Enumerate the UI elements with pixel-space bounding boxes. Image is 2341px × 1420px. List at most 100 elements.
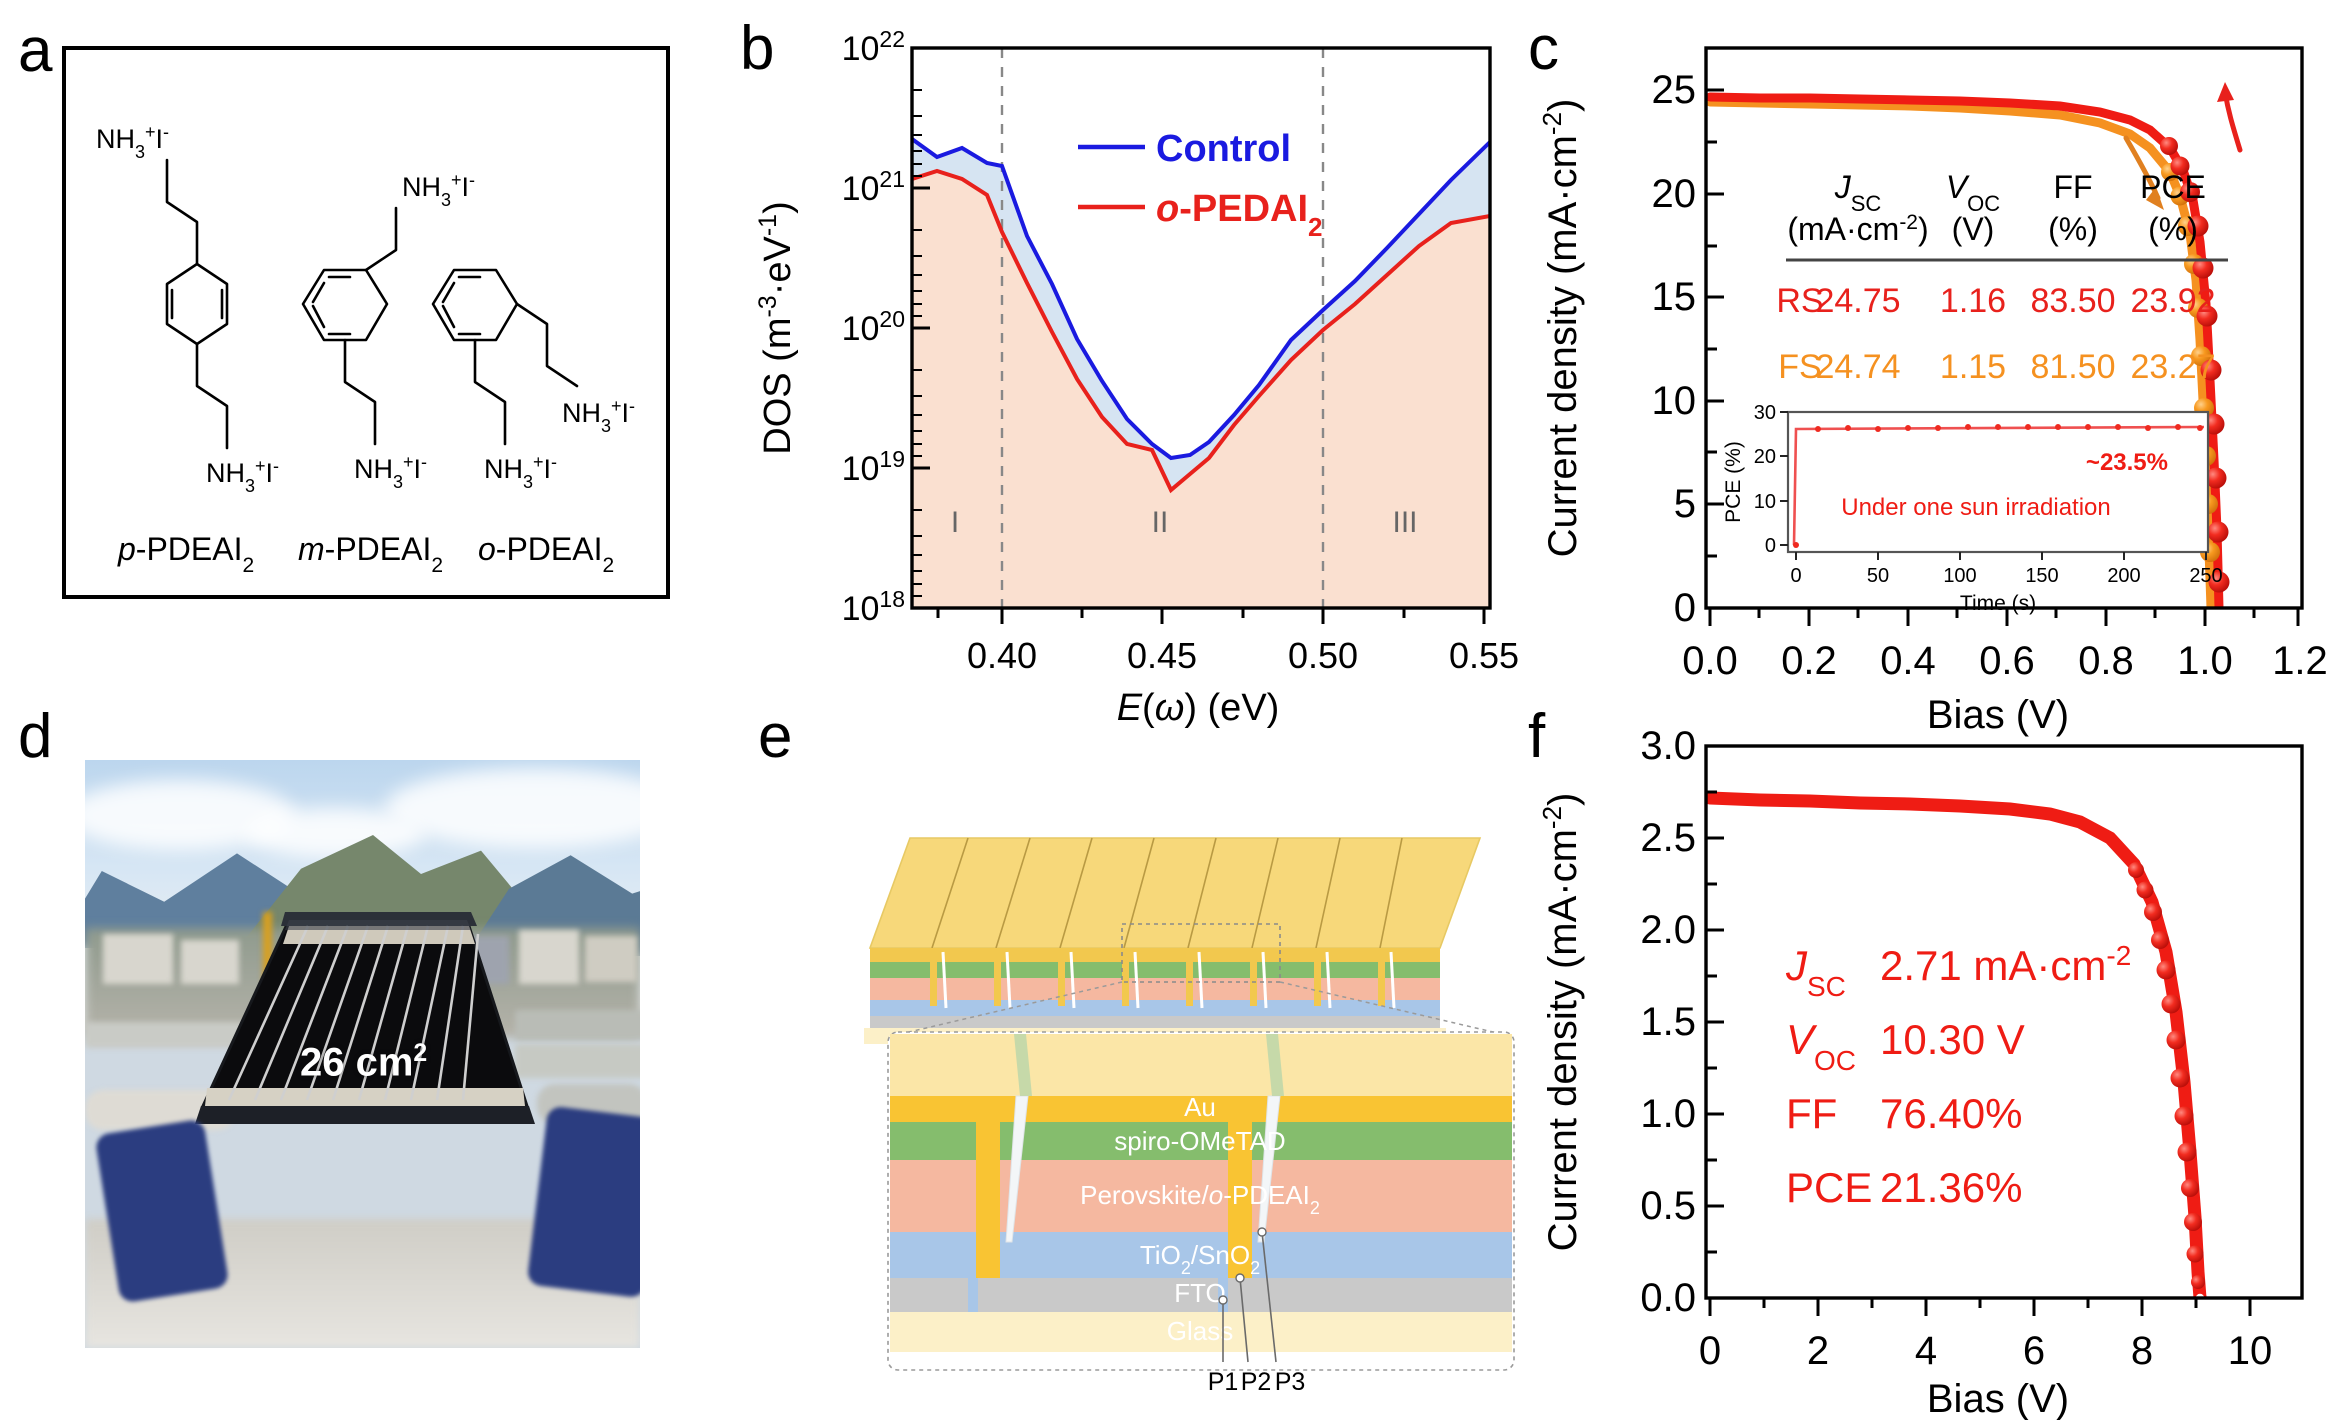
panel-b-label: b [740, 14, 775, 83]
table-row-rs-pce: 23.92 [2130, 282, 2215, 320]
solar-module [195, 912, 535, 1124]
panel-f-x-ticks [1708, 1298, 2252, 1316]
molecule-structures-svg: NH3+I- NH3+I- NH3+I- NH3+I- NH3+I- NH3+I… [96, 122, 635, 577]
panel-b-ytick-1020: 1020 [842, 306, 905, 348]
panel-b-plot-area [912, 48, 1490, 608]
panel-b-region-markers: I II III [951, 506, 1418, 539]
panel-f-chart: 0.0 0.5 1.0 1.5 2.0 2.5 3.0 0 2 4 [1528, 712, 2328, 1420]
opedai2-area-fill [912, 171, 1490, 608]
module-glass-sheen [285, 920, 471, 930]
panel-d-photo: 26 cm2 [85, 760, 640, 1348]
panel-c-ytick-10: 10 [1652, 379, 1697, 423]
panel-c-x-ticks [1708, 608, 2300, 626]
chem-group-label: NH3+I- [96, 122, 169, 162]
table-row-rs-scan: RS [1776, 282, 1823, 320]
chem-group-label: NH3+I- [354, 452, 427, 492]
panel-c-ytick-15: 15 [1652, 275, 1697, 319]
panel-b-y-minor-ticks [912, 89, 922, 597]
region-marker-II: II [1152, 506, 1169, 539]
inset-x-labels: 0 50 100 150 200 250 [1790, 565, 2222, 587]
inset-xaxis-title: Time (s) [1960, 592, 2036, 615]
inset-xtick-200: 200 [2107, 565, 2140, 587]
panel-c-xaxis-title: Bias (V) [1927, 693, 2069, 737]
scribe-pointers [1222, 1231, 1277, 1363]
layer-label-spiro: spiro-OMeTAD [1114, 1126, 1285, 1156]
chem-group-label: NH3+I- [484, 452, 557, 492]
table-unit-voc: (V) [1952, 211, 1995, 247]
scribe-pointer-dots [1218, 1227, 1267, 1305]
inset-y-labels: 30 20 10 0 [1754, 402, 1776, 557]
photo-cloud [245, 808, 425, 858]
module-bottom-edge [195, 1106, 535, 1124]
table-head-pce: PCE [2140, 169, 2206, 205]
panel-f-ytick-00: 0.0 [1640, 1276, 1696, 1320]
region-marker-III: III [1392, 506, 1417, 539]
scribe-label-p2: P2 [1241, 1368, 1272, 1396]
panel-b-xtick-040: 0.40 [967, 635, 1037, 676]
region-marker-I: I [951, 506, 959, 539]
panel-c-xtick-12: 1.2 [2272, 639, 2328, 683]
control-curve [912, 137, 1490, 461]
panel-f-yaxis-title: Current density (mA·cm-2) [1537, 793, 1585, 1252]
panel-f-ytick-05: 0.5 [1640, 1184, 1696, 1228]
module-fto-edge [870, 1016, 1440, 1028]
table-head-jsc: JSC [1834, 169, 1882, 216]
inset-efficiency-annotation: ~23.5% [2086, 449, 2168, 476]
stat-key-pce: PCE [1786, 1164, 1872, 1211]
photo-building [181, 940, 239, 984]
module-jv-markers [2128, 862, 2207, 1298]
molecule-o-pdeai2 [431, 268, 579, 446]
inset-xtick-250: 250 [2189, 565, 2222, 587]
panel-f-y-ticks [1706, 744, 1724, 1300]
panel-c-xtick-04: 0.4 [1880, 639, 1936, 683]
table-row-rs-ff: 83.50 [2030, 282, 2115, 320]
inset-frame [1786, 410, 2210, 554]
panel-f-xtick-0: 0 [1699, 1329, 1721, 1373]
scribe-labels: P1 P2 P3 [1208, 1368, 1306, 1396]
panel-c-frame [1704, 46, 2304, 610]
panel-e-schematic: Au spiro-OMeTAD Perovskite/o-PDEAI2 TiO2… [780, 712, 1540, 1412]
molecule-name-p: p-PDEAI2 [117, 531, 254, 577]
inset-ytick-30: 30 [1754, 402, 1776, 424]
inset-yaxis-title: PCE (%) [1722, 441, 1745, 523]
panel-b-xtick-045: 0.45 [1127, 635, 1197, 676]
module-spiro-edge [870, 962, 1440, 978]
panel-f-xtick-4: 4 [1915, 1329, 1937, 1373]
scribe-p2 [1228, 1096, 1252, 1278]
table-row-fs-voc: 1.15 [1940, 348, 2006, 386]
layer-glass [890, 1312, 1512, 1352]
p3-streak [1266, 1034, 1284, 1096]
panel-a-structures-box: NH3+I- NH3+I- NH3+I- NH3+I- NH3+I- NH3+I… [62, 46, 670, 599]
module-scribe-lines [227, 925, 480, 1101]
opedai2-curve [912, 168, 1490, 494]
table-row-fs-ff: 81.50 [2030, 348, 2115, 386]
panel-c-chart: 0 5 10 15 20 25 0.0 0.2 0.4 0 [1528, 20, 2328, 737]
layer-label-au: Au [1184, 1092, 1216, 1122]
table-head-voc: VOC [1946, 169, 2000, 216]
panel-c-yaxis-title: Current density (mA·cm-2) [1537, 99, 1585, 558]
photo-train [515, 1044, 640, 1078]
inset-markers [1793, 424, 2203, 548]
module-perovskite-edge [870, 978, 1440, 1000]
photo-cloud [385, 768, 640, 848]
panel-b-ytick-1019: 1019 [842, 446, 905, 488]
layer-encapsulant [890, 1034, 1512, 1096]
panel-f-plot-area [1706, 791, 2207, 1298]
panel-b-xaxis-title: E(ω) (eV) [1117, 687, 1280, 729]
inset-xtick-100: 100 [1943, 565, 1976, 587]
photo-building [519, 930, 579, 984]
panel-c-ytick-5: 5 [1674, 482, 1696, 526]
table-row-rs-jsc: 24.75 [1815, 282, 1900, 320]
stat-key-voc: VOC [1786, 1016, 1856, 1076]
panel-c-label: c [1528, 14, 1559, 83]
panel-c-ytick-20: 20 [1652, 172, 1697, 216]
panel-f-stats: JSC 2.71 mA·cm-2 VOC 10.30 V FF 76.40% P… [1785, 940, 2131, 1212]
inset-ytick-20: 20 [1754, 446, 1776, 468]
photo-building [585, 936, 637, 982]
panel-c-y-ticks [1706, 88, 1724, 610]
stat-value-voc: 10.30 V [1880, 1016, 2025, 1063]
molecule-m-pdeai2 [301, 206, 398, 446]
panel-b-xtick-055: 0.55 [1449, 635, 1519, 676]
stat-value-jsc: 2.71 mA·cm-2 [1880, 940, 2131, 990]
